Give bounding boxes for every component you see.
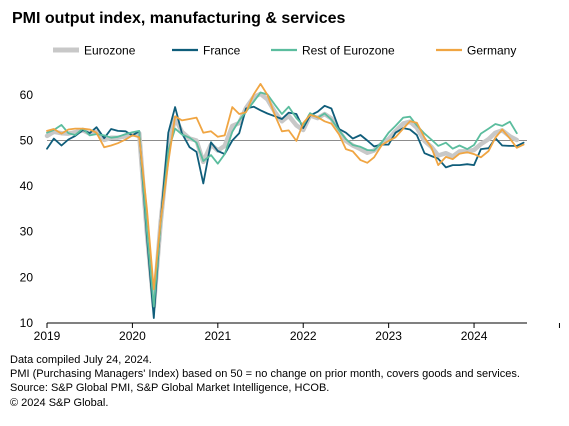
note-date: Data compiled July 24, 2024. (10, 354, 152, 366)
y-tick-label: 50 (20, 133, 34, 147)
y-tick-label: 10 (20, 316, 34, 330)
footnotes: Data compiled July 24, 2024. PMI (Purcha… (10, 353, 520, 410)
note-copyright: © 2024 S&P Global. (10, 396, 109, 409)
legend-label-germany: Germany (467, 44, 516, 58)
series-line-germany (46, 83, 525, 291)
series-line-france (46, 104, 525, 319)
y-tick-label: 40 (20, 179, 34, 193)
x-tick-label: 2020 (119, 329, 146, 343)
chart-title: PMI output index, manufacturing & servic… (12, 10, 346, 27)
x-tick-label: 2024 (461, 329, 488, 343)
series-line-rest-of-eurozone (46, 91, 518, 308)
legend: Eurozone France Rest of Eurozone Germany (53, 44, 516, 58)
x-tick-label: 2021 (204, 329, 231, 343)
note-definition: PMI (Purchasing Managers' Index) based o… (10, 368, 520, 381)
pmi-line-chart: Eurozone France Rest of Eurozone Germany 10… (20, 44, 560, 343)
note-source: Source: S&P Global PMI, S&P Global Marke… (10, 382, 330, 395)
x-tick-label: 2019 (34, 329, 61, 343)
x-tick-label: 2022 (290, 329, 317, 343)
axes: 10 20 30 40 50 60 2019 2020 2021 2022 2023 2024 (20, 88, 560, 343)
x-tick-label: 2023 (375, 329, 402, 343)
legend-label-eurozone: Eurozone (84, 44, 136, 58)
legend-label-france: France (203, 44, 241, 58)
y-tick-label: 20 (20, 270, 34, 284)
series-line-eurozone (44, 91, 520, 309)
series-lines (44, 83, 525, 319)
legend-label-rest-of-eurozone: Rest of Eurozone (302, 44, 395, 58)
y-tick-label: 30 (20, 225, 34, 239)
y-tick-label: 60 (20, 88, 34, 102)
